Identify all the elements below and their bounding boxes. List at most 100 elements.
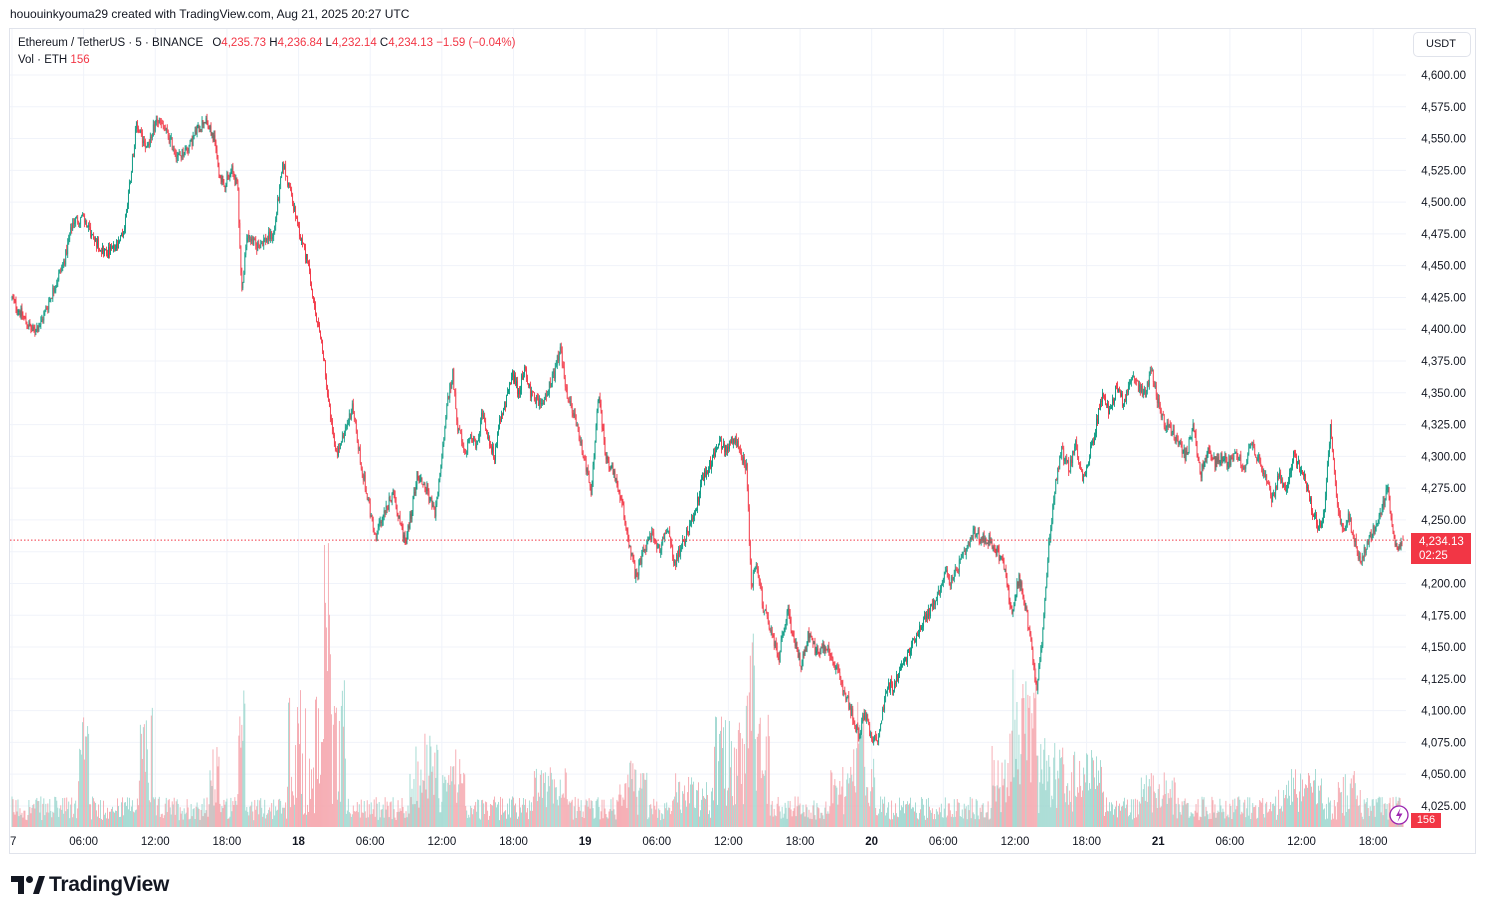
symbol-name[interactable]: Ethereum / TetherUS · 5 · BINANCE — [18, 37, 204, 49]
volume-bar — [520, 812, 522, 827]
candle-body — [786, 611, 788, 621]
candle-body — [587, 467, 589, 473]
volume-bar — [232, 801, 234, 827]
x-tick-label: 12:00 — [1287, 836, 1316, 848]
candle-body — [1344, 526, 1346, 531]
volume-bar — [500, 796, 501, 827]
volume-bar — [926, 817, 928, 827]
volume-bar — [457, 792, 459, 827]
candle-body — [131, 172, 132, 181]
volume-bar — [680, 809, 682, 827]
candle-body — [1055, 479, 1057, 492]
volume-bar — [622, 797, 624, 827]
candle-body — [1165, 427, 1167, 431]
volume-bar — [564, 768, 566, 827]
volume-bar — [279, 798, 281, 827]
volume-bar — [1020, 754, 1022, 827]
volume-bar — [857, 702, 859, 827]
volume-bar — [273, 799, 275, 827]
candle-body — [145, 146, 147, 148]
volume-bar — [585, 799, 587, 827]
candle-body — [434, 507, 436, 517]
candle-body — [621, 498, 623, 503]
candle-body — [464, 449, 466, 453]
volume-bar — [119, 817, 120, 827]
volume-bar — [438, 798, 440, 827]
volume-bar — [1064, 793, 1066, 827]
candle-body — [694, 513, 695, 517]
volume-bar — [244, 703, 246, 827]
candle-body — [87, 226, 88, 228]
candle-body — [1130, 381, 1131, 383]
volume-bar — [183, 808, 185, 827]
candle-body — [999, 559, 1001, 561]
volume-bar — [1220, 805, 1222, 827]
candle-body — [17, 311, 19, 312]
candle-body — [1180, 442, 1182, 445]
candle-body — [1127, 391, 1128, 393]
volume-bar — [734, 804, 736, 827]
volume-bar — [816, 803, 818, 827]
candle-body — [272, 236, 274, 239]
candle-body — [481, 412, 482, 421]
y-tick-label: 4,325.00 — [1421, 420, 1466, 432]
candle-body — [830, 656, 832, 658]
volume-bar — [1354, 783, 1356, 827]
volume-bar — [1186, 802, 1188, 827]
volume-bar — [783, 813, 785, 827]
volume-bar — [968, 810, 970, 827]
candle-body — [358, 448, 360, 450]
volume-bar — [400, 810, 402, 827]
volume-bar — [1151, 812, 1153, 827]
volume-bar — [1116, 817, 1118, 827]
volume-bar — [19, 808, 21, 827]
volume-bar — [472, 814, 474, 827]
volume-bar — [613, 809, 615, 827]
candle-body — [118, 241, 119, 248]
candle-body — [337, 451, 338, 456]
candle-body — [1110, 408, 1111, 410]
candle-body — [950, 577, 952, 586]
candle-body — [586, 467, 588, 472]
tradingview-logo[interactable]: TradingView — [11, 873, 169, 897]
candle-body — [535, 400, 536, 404]
candle-body — [35, 331, 37, 333]
candle-body — [277, 198, 279, 214]
candle-body — [972, 530, 974, 540]
candle-body — [1309, 491, 1310, 501]
candle-body — [990, 541, 992, 543]
volume-bar — [134, 810, 136, 827]
candle-body — [763, 610, 765, 612]
volume-bar — [851, 774, 853, 827]
volume-bar — [422, 779, 424, 827]
candle-body — [297, 216, 298, 223]
volume-bar — [1133, 818, 1135, 827]
candle-body — [267, 238, 269, 240]
volume-bar — [1148, 779, 1150, 827]
volume-bar — [1083, 767, 1085, 827]
candle-body — [774, 641, 776, 646]
candle-body — [219, 174, 221, 178]
volume-bar — [339, 801, 341, 827]
volume-bar — [1158, 784, 1160, 827]
candle-body — [546, 395, 548, 397]
volume-bar — [690, 784, 692, 827]
currency-unit-button[interactable]: USDT — [1413, 32, 1471, 57]
volume-bar — [663, 818, 665, 827]
candle-body — [377, 528, 379, 531]
volume-bar — [836, 787, 838, 827]
volume-bar — [327, 543, 329, 827]
candle-body — [58, 272, 60, 281]
volume-label[interactable]: Vol · ETH — [18, 54, 68, 66]
volume-bar — [747, 748, 749, 827]
candle-body — [898, 673, 899, 682]
volume-bar — [344, 758, 346, 827]
candle-body — [378, 523, 380, 529]
volume-bar — [822, 815, 824, 827]
candle-body — [783, 631, 785, 636]
y-tick-label: 4,175.00 — [1421, 610, 1466, 622]
volume-bar — [117, 798, 118, 827]
candle-body — [689, 524, 690, 533]
candle-body — [765, 609, 767, 613]
